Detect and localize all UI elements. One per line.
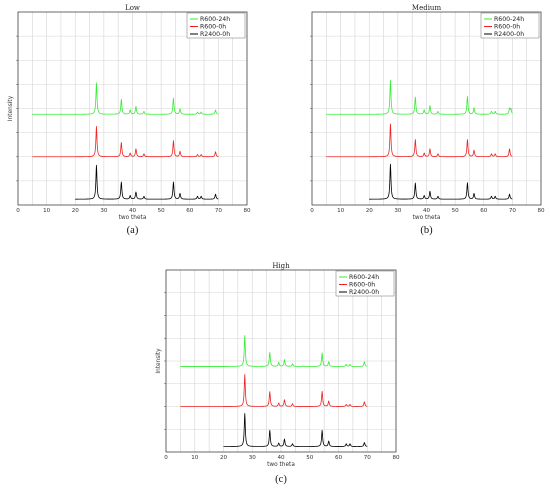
legend-entry: R600-0h bbox=[200, 24, 226, 31]
x-tick-label: 80 bbox=[392, 455, 400, 461]
x-tick-label: 60 bbox=[335, 455, 343, 461]
x-axis-label: two theta bbox=[119, 215, 147, 221]
series-line-r600-24h bbox=[32, 82, 219, 115]
plot-frame bbox=[311, 11, 542, 206]
x-tick-label: 50 bbox=[158, 208, 166, 214]
series-line-r600-0h bbox=[32, 125, 219, 158]
x-tick-label: 60 bbox=[480, 208, 488, 214]
x-tick-label: 10 bbox=[191, 455, 199, 461]
x-tick-label: 70 bbox=[364, 455, 372, 461]
y-axis-label: Intensity bbox=[8, 95, 14, 121]
x-tick-label: 40 bbox=[423, 208, 431, 214]
series-line-r2400-0h bbox=[223, 413, 368, 447]
x-tick-label: 40 bbox=[129, 208, 137, 214]
series-line-r600-0h bbox=[326, 123, 513, 158]
series-line-r600-24h bbox=[180, 335, 368, 367]
series-line-r2400-0h bbox=[75, 164, 219, 200]
x-tick-label: 40 bbox=[277, 455, 285, 461]
series-line-r600-0h bbox=[180, 374, 368, 407]
panel-caption: (b) bbox=[420, 225, 433, 236]
x-tick-label: 0 bbox=[164, 455, 168, 461]
chart-panel-a: 0 10 20 30 40 50 60 70 80 two theta Intensity Low R6… bbox=[8, 4, 251, 236]
chart-title: Low bbox=[125, 4, 140, 12]
x-tick-label: 30 bbox=[249, 455, 257, 461]
legend-entry: R600-24h bbox=[200, 16, 230, 23]
legend-entry: R600-0h bbox=[494, 24, 520, 31]
x-tick-label: 80 bbox=[243, 208, 251, 214]
legend-entry: R2400-0h bbox=[200, 31, 230, 38]
chart-panel-b: 0 10 20 30 40 50 60 70 80 two theta Medium R600-24h… bbox=[310, 4, 545, 236]
x-axis-label: two theta bbox=[413, 215, 441, 221]
legend-box bbox=[186, 12, 246, 39]
legend-entry: R2400-0h bbox=[349, 289, 379, 296]
plot-frame bbox=[165, 269, 397, 453]
x-tick-label: 70 bbox=[509, 208, 517, 214]
legend-entry: R2400-0h bbox=[494, 31, 524, 38]
panel-caption: (c) bbox=[275, 474, 287, 485]
series-line-r600-24h bbox=[326, 79, 513, 115]
x-tick-label: 20 bbox=[366, 208, 374, 214]
panel-caption: (a) bbox=[127, 225, 139, 236]
chart-title: Medium bbox=[412, 4, 442, 12]
chart-panel-c: 0 10 20 30 40 50 60 70 80 two theta Intensity High R… bbox=[156, 262, 400, 485]
x-tick-label: 30 bbox=[394, 208, 402, 214]
x-tick-label: 50 bbox=[306, 455, 314, 461]
x-tick-label: 30 bbox=[100, 208, 108, 214]
legend-entry: R600-0h bbox=[349, 282, 375, 289]
legend-entry: R600-24h bbox=[349, 274, 379, 281]
x-tick-label: 10 bbox=[337, 208, 345, 214]
x-tick-label: 0 bbox=[310, 208, 314, 214]
x-axis-label: two theta bbox=[267, 462, 295, 468]
x-tick-label: 80 bbox=[537, 208, 545, 214]
x-tick-label: 20 bbox=[72, 208, 80, 214]
x-tick-label: 10 bbox=[43, 208, 51, 214]
plot-frame bbox=[17, 11, 248, 206]
y-axis-label: Intensity bbox=[156, 348, 162, 374]
chart-title: High bbox=[272, 262, 290, 270]
legend-entry: R600-24h bbox=[494, 16, 524, 23]
x-tick-label: 0 bbox=[16, 208, 20, 214]
series-line-r2400-0h bbox=[369, 163, 513, 200]
x-tick-label: 20 bbox=[220, 455, 228, 461]
x-tick-label: 70 bbox=[215, 208, 223, 214]
x-tick-label: 50 bbox=[452, 208, 460, 214]
x-tick-label: 60 bbox=[186, 208, 194, 214]
